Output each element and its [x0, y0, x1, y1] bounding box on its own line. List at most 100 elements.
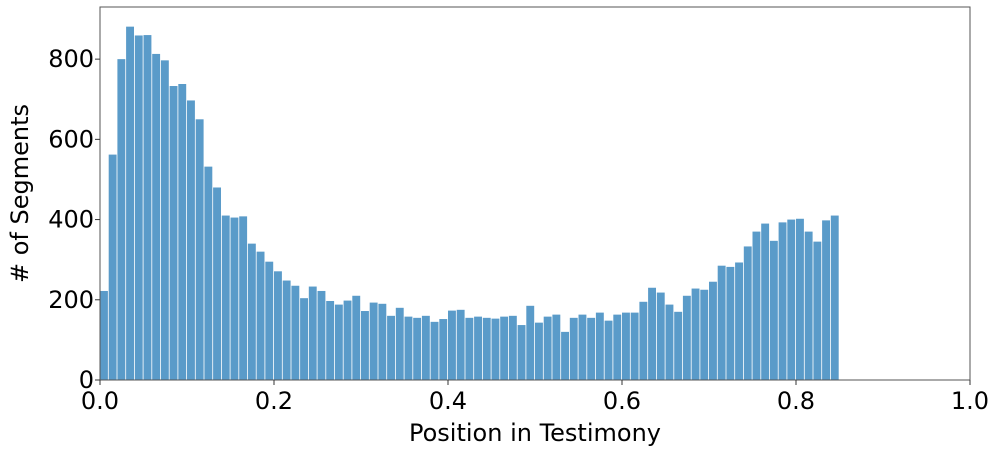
histogram-bar: [282, 280, 291, 380]
histogram-bar: [326, 300, 335, 380]
histogram-bar: [395, 307, 404, 380]
histogram-bar: [378, 303, 387, 380]
histogram-bar: [535, 322, 543, 380]
x-axis: 0.0 0.2 0.4 0.6 0.8 1.0: [81, 380, 989, 415]
histogram-bar: [421, 315, 430, 380]
histogram-bar: [587, 317, 596, 380]
histogram-bar: [152, 53, 161, 380]
histogram-bar: [796, 218, 804, 380]
histogram-bar: [308, 286, 317, 380]
histogram-bar: [169, 86, 178, 380]
histogram-bar: [291, 285, 300, 380]
histogram-bar: [247, 243, 256, 380]
histogram-bar: [465, 317, 474, 380]
histogram-bar: [100, 290, 108, 380]
histogram-bar: [595, 312, 604, 380]
histogram-bar: [622, 312, 630, 380]
histogram-bar: [648, 287, 656, 380]
histogram-bar: [639, 301, 648, 380]
histogram-bar: [665, 304, 674, 380]
x-axis-label: Position in Testimony: [409, 419, 661, 447]
y-tick-label: 600: [48, 125, 94, 153]
histogram-bar: [256, 251, 265, 380]
histogram-bar: [143, 35, 152, 381]
histogram-bar: [743, 246, 752, 380]
histogram-bar: [804, 231, 813, 380]
histogram-bar: [126, 26, 134, 381]
histogram-bar: [726, 266, 735, 380]
histogram-bar: [709, 281, 717, 380]
histogram-bar: [221, 215, 230, 380]
histogram-bar: [769, 240, 778, 380]
y-tick-label: 800: [48, 45, 94, 73]
histogram-bar: [204, 166, 213, 380]
x-tick-label: 0.4: [429, 387, 467, 415]
histogram-bar: [352, 295, 361, 380]
histogram-bar: [613, 314, 622, 380]
histogram-bar: [778, 222, 787, 380]
x-tick-label: 0.8: [777, 387, 815, 415]
histogram-bar: [543, 316, 552, 380]
plot-frame: [99, 6, 971, 381]
histogram-bar: [674, 311, 683, 380]
histogram-bar: [508, 315, 517, 380]
histogram-bar: [117, 59, 126, 381]
histogram-bar: [230, 217, 239, 380]
x-tick-label: 0.6: [603, 387, 641, 415]
histogram-bar: [717, 265, 726, 380]
histogram-bar: [300, 298, 308, 380]
x-tick-label: 1.0: [951, 387, 989, 415]
histogram-bar: [274, 271, 282, 380]
y-tick-label: 200: [48, 286, 94, 314]
histogram-bar: [830, 215, 839, 380]
histogram-bar: [160, 60, 169, 380]
histogram-bar: [430, 321, 439, 380]
histogram-bar: [334, 304, 343, 380]
histogram-bar: [578, 314, 587, 380]
histogram-bar: [134, 35, 143, 380]
histogram-bar: [691, 288, 700, 380]
histogram-bar: [682, 295, 691, 380]
histogram-bar: [735, 262, 743, 380]
x-tick-label: 0.0: [81, 387, 119, 415]
histogram-bar: [474, 316, 482, 380]
histogram-bar: [630, 312, 639, 380]
y-axis-label: # of Segments: [6, 104, 34, 283]
histogram-bar: [361, 311, 369, 380]
histogram-bar: [491, 318, 500, 380]
histogram-bar: [343, 300, 352, 380]
y-tick-label: 400: [48, 206, 94, 234]
histogram-bar: [317, 290, 326, 380]
histogram-bar: [500, 316, 509, 380]
y-tick-label: 0: [79, 366, 94, 394]
histogram-bar: [265, 261, 274, 380]
histogram-bar: [700, 289, 709, 380]
histogram-bar: [404, 316, 413, 380]
histogram-bar: [195, 119, 204, 380]
histogram-bar: [761, 223, 770, 380]
histogram-bar: [813, 241, 822, 380]
histogram-bar: [656, 292, 665, 380]
histogram-bar: [178, 84, 187, 380]
histogram-bar: [187, 100, 195, 381]
histogram-bar: [108, 154, 117, 380]
histogram-bar: [448, 310, 456, 380]
histogram-bar: [526, 305, 535, 380]
histogram-bar: [482, 317, 491, 380]
histogram-bar: [213, 187, 221, 380]
histogram-bar: [239, 216, 248, 380]
histogram-bar: [561, 331, 569, 380]
histogram-bar: [569, 317, 578, 380]
y-axis: 0 200 400 600 800: [48, 45, 100, 394]
histogram-bar: [752, 231, 761, 380]
histogram-bar: [552, 314, 561, 380]
histogram-bar: [604, 320, 613, 380]
histogram-bar: [387, 315, 395, 380]
histogram-bar: [456, 309, 465, 380]
histogram-bar: [439, 319, 448, 380]
histogram-bar: [822, 220, 830, 380]
x-tick-label: 0.2: [255, 387, 293, 415]
histogram-bar: [413, 317, 422, 380]
bars-group: [100, 26, 839, 381]
